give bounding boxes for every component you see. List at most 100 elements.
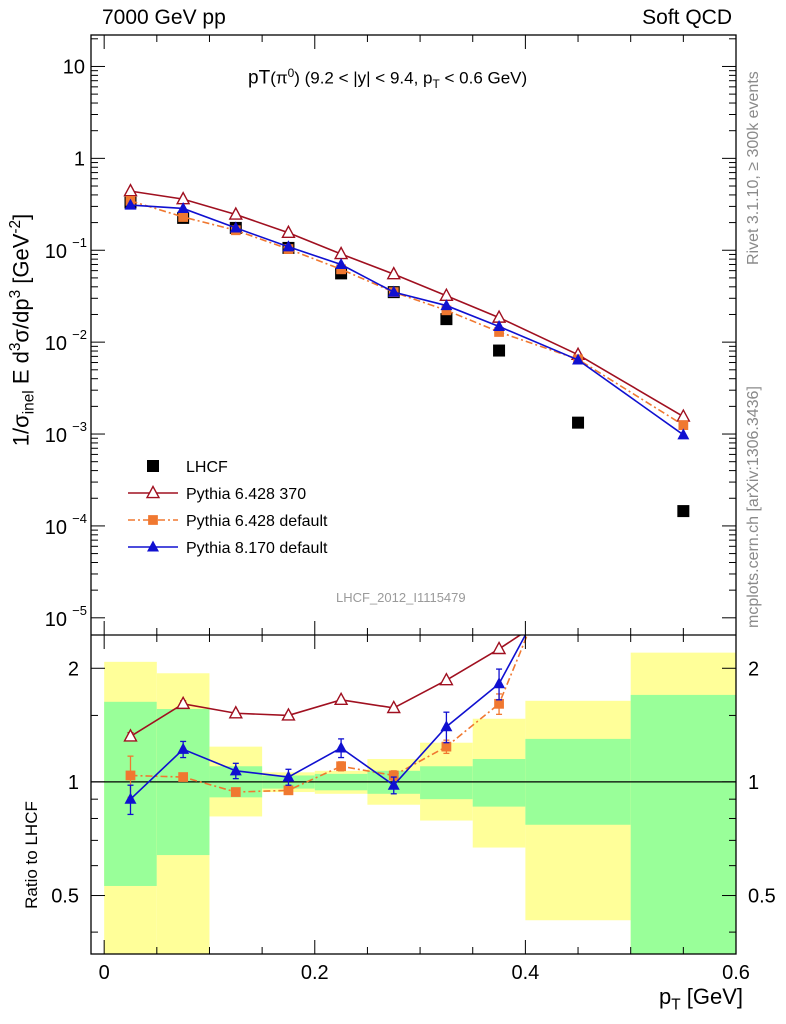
main-point-pythia-6-428-370-9: [676, 408, 691, 422]
xtick-label-2: 0.4: [511, 962, 539, 984]
main-ytick-exp-3: −2: [72, 327, 87, 342]
green-band-6: [420, 766, 473, 800]
main-point-lhcf-7: [493, 344, 506, 357]
ratio-series-group: [123, 635, 529, 816]
plot-frame: [90, 34, 737, 955]
legend-label-1: Pythia 6.428 370: [186, 486, 306, 503]
ratio-line-pythia-6-428-370: [130, 635, 522, 738]
main-point-lhcf-8: [572, 416, 585, 429]
legend: LHCF Pythia 6.428 370 Pythia 6.428 default…: [128, 459, 328, 557]
plot-title-main: pT: [248, 67, 271, 89]
plot-title: pT(π0) (9.2 < |y| < 9.4, pT < 0.6 GeV): [248, 66, 527, 91]
ratio-point-pythia-6-428-370-5: [386, 699, 401, 714]
ratio-point-pythia-8-170-default-6: [440, 720, 453, 732]
ylabel-d: [GeV: [8, 233, 34, 290]
ylabel-sup2: 3: [7, 289, 24, 299]
main-line-pythia-6-428-default: [130, 200, 684, 426]
ratio-point-pythia-6-428-370-0: [123, 728, 138, 742]
ratio-point-pythia-8-170-default-5: [387, 778, 400, 790]
ratio-ytick-label-2: 2: [68, 658, 79, 680]
main-ytick-exp-5: −4: [72, 511, 87, 526]
xlabel-b: [GeV]: [680, 984, 743, 1009]
main-ytick-label-3: 10: [45, 333, 67, 355]
ratio-point-pythia-6-428-370-2: [228, 705, 243, 719]
collision-energy-label: 7000 GeV pp: [102, 6, 226, 29]
mcplots-reference-note: mcplots.cern.ch [arXiv:1306.3436]: [745, 386, 762, 628]
ratio-ytick-label-r-0: 0.5: [748, 886, 776, 908]
main-point-pythia-8-170-default-5: [387, 285, 400, 297]
main-point-pythia-6-428-default-6: [441, 305, 452, 316]
legend-marker-3: [147, 540, 159, 552]
legend-label-3: Pythia 8.170 default: [186, 540, 328, 557]
main-point-pythia-6-428-370-2: [228, 206, 243, 220]
rivet-version-note: Rivet 3.1.10, ≥ 300k events: [745, 71, 762, 265]
main-ytick-exp-2: −1: [72, 235, 87, 250]
main-ytick-label-0: 10: [63, 56, 85, 78]
ratio-ytick-label-r-2: 2: [748, 658, 759, 680]
main-series-group: [123, 183, 691, 518]
xtick-label-1: 0.2: [301, 962, 329, 984]
main-ytick-exp-6: −5: [72, 603, 87, 618]
ratio-point-pythia-8-170-default-2: [229, 764, 242, 776]
ratio-point-pythia-6-428-default-1: [178, 772, 189, 782]
legend-label-0: LHCF: [186, 459, 228, 476]
green-band-9: [630, 694, 736, 954]
y-axis-label-main: 1/σinel E d3σ/dp3 [GeV-2]: [7, 214, 39, 446]
ratio-point-pythia-6-428-370-7: [491, 640, 507, 655]
ratio-point-pythia-8-170-default-1: [177, 742, 190, 754]
ratio-point-pythia-6-428-370-6: [439, 672, 454, 686]
main-line-pythia-8-170-default: [130, 204, 684, 436]
legend-label-2: Pythia 6.428 default: [186, 513, 328, 530]
ratio-point-pythia-8-170-default-4: [335, 741, 348, 753]
main-point-pythia-8-170-default-9: [677, 428, 690, 440]
main-ytick-label-6: 10: [45, 609, 67, 631]
ylabel-sup1: 3: [7, 342, 24, 352]
ylabel-sub: inel: [20, 390, 38, 415]
main-point-pythia-8-170-default-0: [124, 198, 137, 210]
ratio-point-pythia-6-428-default-4: [336, 761, 346, 772]
main-point-pythia-8-170-default-7: [493, 319, 506, 332]
main-ytick-label-2: 10: [45, 241, 67, 263]
main-ytick-label-5: 10: [45, 517, 67, 539]
plot-title-particle-sup: 0: [287, 66, 295, 80]
plot-title-particle: (π: [270, 68, 288, 88]
main-point-pythia-6-428-default-1: [178, 212, 189, 222]
x-axis-label: pT [GeV]: [659, 984, 743, 1014]
ratio-point-pythia-6-428-370-4: [333, 691, 349, 706]
main-point-pythia-6-428-default-4: [336, 264, 346, 275]
ratio-point-pythia-6-428-default-6: [441, 741, 452, 752]
plot-title-range-sub: T: [432, 77, 440, 92]
main-line-pythia-6-428-370: [130, 190, 684, 418]
main-point-pythia-8-170-default-1: [177, 201, 190, 214]
ratio-ytick-label-0: 0.5: [51, 886, 79, 908]
ratio-ytick-label-1: 1: [68, 772, 79, 794]
xtick-label-3: 0.6: [722, 962, 750, 984]
main-ytick-label-1: 1: [74, 148, 85, 170]
ratio-point-pythia-8-170-default-0: [124, 792, 137, 804]
main-point-pythia-6-428-default-7: [494, 327, 504, 337]
ratio-point-pythia-8-170-default-3: [282, 770, 295, 782]
analysis-id-label: LHCF_2012_I1115479: [336, 590, 466, 605]
ratio-point-pythia-8-170-default-7: [493, 677, 506, 689]
main-ytick-exp-4: −3: [72, 419, 87, 434]
ylabel-b: E d: [8, 351, 34, 391]
ratio-point-pythia-6-428-370-1: [175, 695, 191, 710]
ylabel-sup3: -2: [7, 219, 24, 234]
ratio-ytick-label-r-1: 1: [748, 772, 759, 794]
ratio-point-pythia-6-428-default-0: [125, 770, 136, 781]
xlabel-a: p: [658, 984, 672, 1009]
plot-title-range-b: < 0.6 GeV): [439, 68, 528, 88]
xtick-label-0: 0: [99, 962, 110, 984]
ylabel-c: σ/dp: [8, 298, 34, 343]
legend-marker-2: [148, 515, 158, 525]
ylabel-e: ]: [8, 213, 34, 220]
ratio-point-pythia-6-428-default-5: [388, 770, 399, 781]
green-band-7: [472, 758, 526, 807]
ratio-uncertainty-bands: [104, 652, 736, 954]
main-point-lhcf-6: [440, 313, 453, 326]
main-point-pythia-6-428-370-0: [123, 183, 138, 197]
ratio-point-pythia-6-428-370-3: [281, 707, 296, 721]
main-point-pythia-8-170-default-8: [572, 353, 585, 365]
ratio-point-pythia-6-428-default-2: [230, 787, 241, 797]
